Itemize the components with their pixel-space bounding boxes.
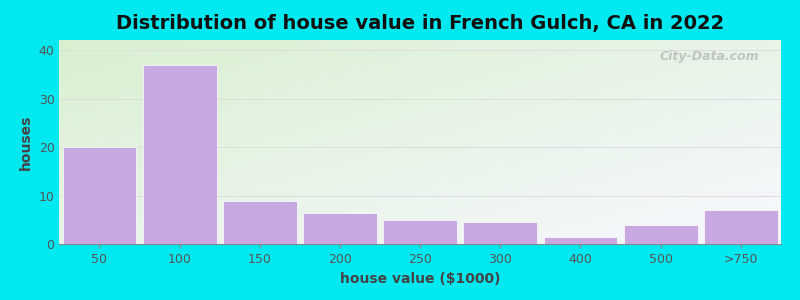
Y-axis label: houses: houses	[19, 115, 33, 170]
Text: City-Data.com: City-Data.com	[660, 50, 759, 63]
Bar	[544, 237, 618, 244]
Bar	[624, 225, 698, 244]
X-axis label: house value ($1000): house value ($1000)	[340, 272, 500, 286]
Bar	[383, 220, 457, 244]
Bar	[303, 213, 377, 244]
Bar	[62, 147, 136, 244]
Bar	[463, 222, 537, 244]
Bar	[704, 210, 778, 244]
Bar	[142, 64, 217, 244]
Bar	[223, 201, 297, 244]
Title: Distribution of house value in French Gulch, CA in 2022: Distribution of house value in French Gu…	[116, 14, 724, 33]
